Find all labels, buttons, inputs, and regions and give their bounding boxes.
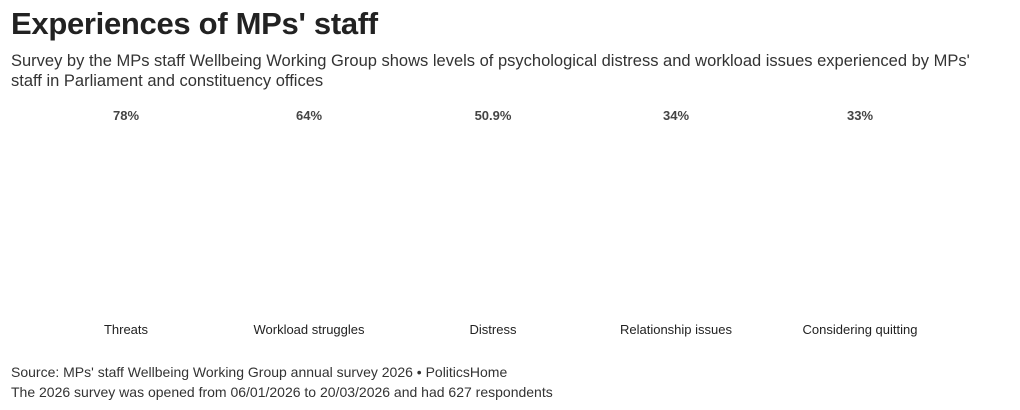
category-label: Workload struggles xyxy=(253,322,365,337)
person-empty-part xyxy=(274,141,344,310)
category-label: Considering quitting xyxy=(803,322,918,337)
category-label: Threats xyxy=(104,322,149,337)
person-fill-bar xyxy=(274,202,344,310)
person-icon xyxy=(641,141,711,310)
category-label: Distress xyxy=(470,322,517,337)
person-fill-bar xyxy=(458,224,528,310)
person-empty-part xyxy=(825,141,895,310)
person-empty-part xyxy=(641,141,711,310)
value-label: 33% xyxy=(847,108,873,123)
value-label: 64% xyxy=(296,108,322,123)
pictogram-chart: 78% Threats 64% Workload struggles 50.9% Dist… xyxy=(91,108,918,337)
value-label: 50.9% xyxy=(475,108,512,123)
chart-title: Experiences of MPs' staff xyxy=(11,6,378,41)
source-note: Source: MPs' staff Wellbeing Working Gro… xyxy=(11,364,508,380)
person-icon xyxy=(458,141,528,310)
person-empty-part xyxy=(91,141,161,310)
person-icon xyxy=(91,141,161,310)
person-fill-bar xyxy=(825,254,895,310)
survey-note: The 2026 survey was opened from 06/01/20… xyxy=(11,384,553,400)
value-label: 78% xyxy=(113,108,139,123)
person-fill-bar xyxy=(641,252,711,310)
person-icon xyxy=(825,141,895,310)
person-fill-bar xyxy=(91,179,161,310)
category-label: Relationship issues xyxy=(620,322,733,337)
person-empty-part xyxy=(458,141,528,310)
chart-footer: Source: MPs' staff Wellbeing Working Gro… xyxy=(11,362,553,402)
chart-subtitle: Survey by the MPs staff Wellbeing Workin… xyxy=(11,52,970,90)
value-label: 34% xyxy=(663,108,689,123)
person-icon xyxy=(274,141,344,310)
